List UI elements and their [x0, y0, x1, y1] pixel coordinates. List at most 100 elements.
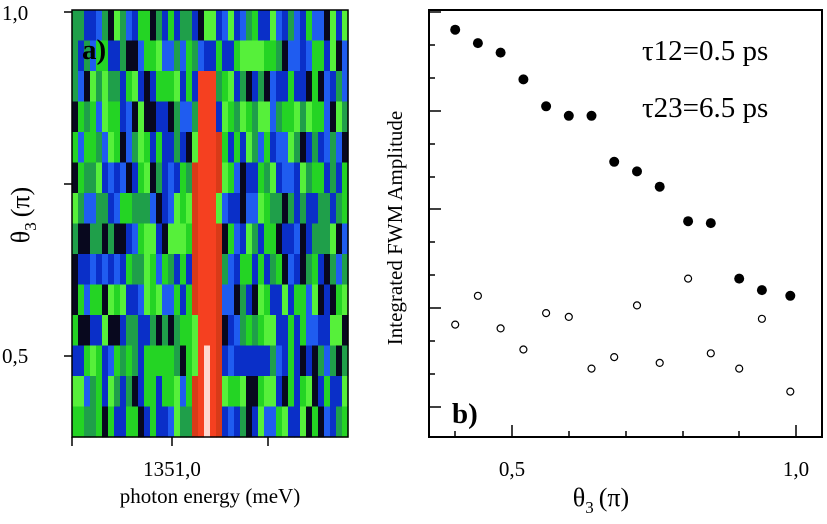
- heatmap-cell: [306, 406, 313, 438]
- heatmap-cell: [186, 193, 193, 225]
- heatmap-cell: [198, 101, 205, 133]
- heatmap-cell: [306, 376, 313, 408]
- heatmap-cell: [318, 406, 325, 438]
- panel-b-xticks: [454, 425, 797, 437]
- heatmap-cell: [228, 406, 235, 438]
- heatmap-cell: [222, 315, 229, 347]
- panel-a-ytick-label-mid: 0,5: [2, 344, 28, 368]
- heatmap-cell: [342, 40, 349, 72]
- panel-b-yticks-left: [429, 11, 441, 408]
- heatmap-cell: [204, 193, 211, 225]
- heatmap-cell: [138, 162, 145, 194]
- heatmap-cell: [174, 162, 181, 194]
- heatmap-cell: [240, 284, 247, 316]
- heatmap-cell: [204, 71, 211, 103]
- heatmap-cell: [138, 132, 145, 164]
- heatmap-cell: [234, 101, 241, 133]
- heatmap-cell: [312, 315, 319, 347]
- heatmap-cell: [132, 406, 139, 438]
- heatmap-cell: [210, 132, 217, 164]
- heatmap-cell: [114, 162, 121, 194]
- heatmap-cell: [276, 193, 283, 225]
- heatmap-cell: [312, 284, 319, 316]
- heatmap-cell: [318, 376, 325, 408]
- heatmap-cell: [300, 284, 307, 316]
- heatmap-cell: [270, 254, 277, 286]
- heatmap-cell: [234, 284, 241, 316]
- heatmap-cell: [72, 315, 79, 347]
- heatmap-cell: [126, 284, 133, 316]
- heatmap-cell: [138, 40, 145, 72]
- heatmap-cell: [114, 376, 121, 408]
- heatmap-cell: [90, 40, 97, 72]
- heatmap-cell: [300, 193, 307, 225]
- heatmap-cell: [108, 162, 115, 194]
- open-data-point: [564, 312, 573, 321]
- heatmap-cell: [288, 406, 295, 438]
- open-data-point: [451, 320, 460, 329]
- heatmap-cell: [342, 284, 349, 316]
- heatmap-cell: [162, 40, 169, 72]
- heatmap-cell: [204, 254, 211, 286]
- heatmap-cell: [222, 345, 229, 377]
- heatmap-cell: [300, 315, 307, 347]
- heatmap-cell: [252, 254, 259, 286]
- heatmap-cell: [108, 315, 115, 347]
- heatmap-cell: [174, 193, 181, 225]
- heatmap-cell: [312, 101, 319, 133]
- heatmap-cell: [162, 284, 169, 316]
- heatmap-cell: [144, 254, 151, 286]
- heatmap-cell: [150, 254, 157, 286]
- heatmap-cell: [240, 223, 247, 255]
- heatmap-cell: [294, 40, 301, 72]
- open-data-point: [541, 309, 551, 318]
- heatmap-cell: [312, 132, 319, 164]
- heatmap-cell: [228, 315, 235, 347]
- heatmap-cell: [198, 376, 205, 408]
- heatmap-cell: [330, 376, 337, 408]
- heatmap-cell: [282, 345, 289, 377]
- heatmap-cell: [78, 345, 85, 377]
- heatmap-cell: [300, 162, 307, 194]
- heatmap-cell: [180, 101, 187, 133]
- heatmap-cell: [168, 254, 175, 286]
- heatmap-cell: [174, 406, 181, 438]
- heatmap-cell: [192, 193, 199, 225]
- heatmap-cell: [318, 284, 325, 316]
- heatmap-cell: [168, 162, 175, 194]
- heatmap-cell: [312, 193, 319, 225]
- heatmap-cell: [306, 284, 313, 316]
- filled-data-point: [654, 181, 665, 192]
- heatmap-cell: [174, 254, 181, 286]
- heatmap-cell: [204, 101, 211, 133]
- open-data-point: [473, 291, 482, 300]
- heatmap-cell: [306, 254, 313, 286]
- heatmap-cell: [342, 315, 349, 347]
- heatmap-cell: [342, 193, 349, 225]
- heatmap-cell: [342, 254, 349, 286]
- heatmap-cell: [114, 223, 121, 255]
- heatmap-cell: [168, 40, 175, 72]
- heatmap-cell: [318, 132, 325, 164]
- heatmap-cell: [282, 254, 289, 286]
- heatmap-cell: [288, 132, 295, 164]
- heatmap-cell: [192, 132, 199, 164]
- heatmap-cell: [270, 10, 277, 42]
- heatmap-cell: [144, 345, 151, 377]
- heatmap-cell: [216, 345, 223, 377]
- heatmap-cell: [324, 71, 331, 103]
- heatmap-cell: [174, 315, 181, 347]
- heatmap-cell: [276, 40, 283, 72]
- heatmap-cell: [156, 376, 163, 408]
- heatmap-cell: [168, 223, 175, 255]
- heatmap-cell: [216, 376, 223, 408]
- heatmap-cell: [264, 345, 271, 377]
- heatmap-cell: [252, 193, 259, 225]
- heatmap-cell: [312, 345, 319, 377]
- heatmap-cell: [324, 40, 331, 72]
- heatmap-cell: [72, 284, 79, 316]
- heatmap-cell: [336, 284, 343, 316]
- heatmap-cell: [234, 223, 241, 255]
- heatmap-cell: [270, 162, 277, 194]
- heatmap-cell: [330, 284, 337, 316]
